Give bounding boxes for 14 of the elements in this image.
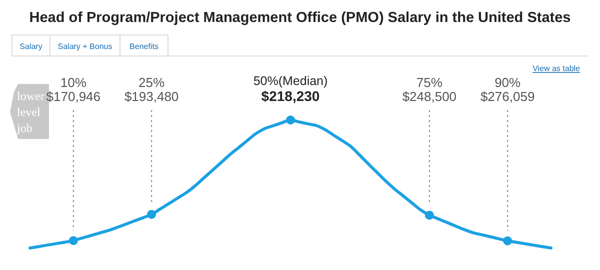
text: Head of Program/Project Management Office (PMO) Salary in the United States (29, 10, 571, 26)
text: $193,480 (124, 89, 179, 104)
text: $218,230 (261, 88, 320, 104)
category-label: 25% (138, 75, 166, 90)
tab-button: Benefits (120, 34, 168, 56)
category-label: 50%(Median) (253, 74, 328, 88)
text: View as table (532, 64, 581, 73)
category-label: 75% (416, 75, 443, 90)
category-label: 10% (60, 75, 87, 90)
text: $248,500 (402, 89, 457, 104)
category-label: 90% (494, 75, 522, 90)
text: $170,946 (46, 89, 101, 104)
tab-button: Salary (12, 34, 50, 56)
text: $276,059 (480, 89, 535, 104)
